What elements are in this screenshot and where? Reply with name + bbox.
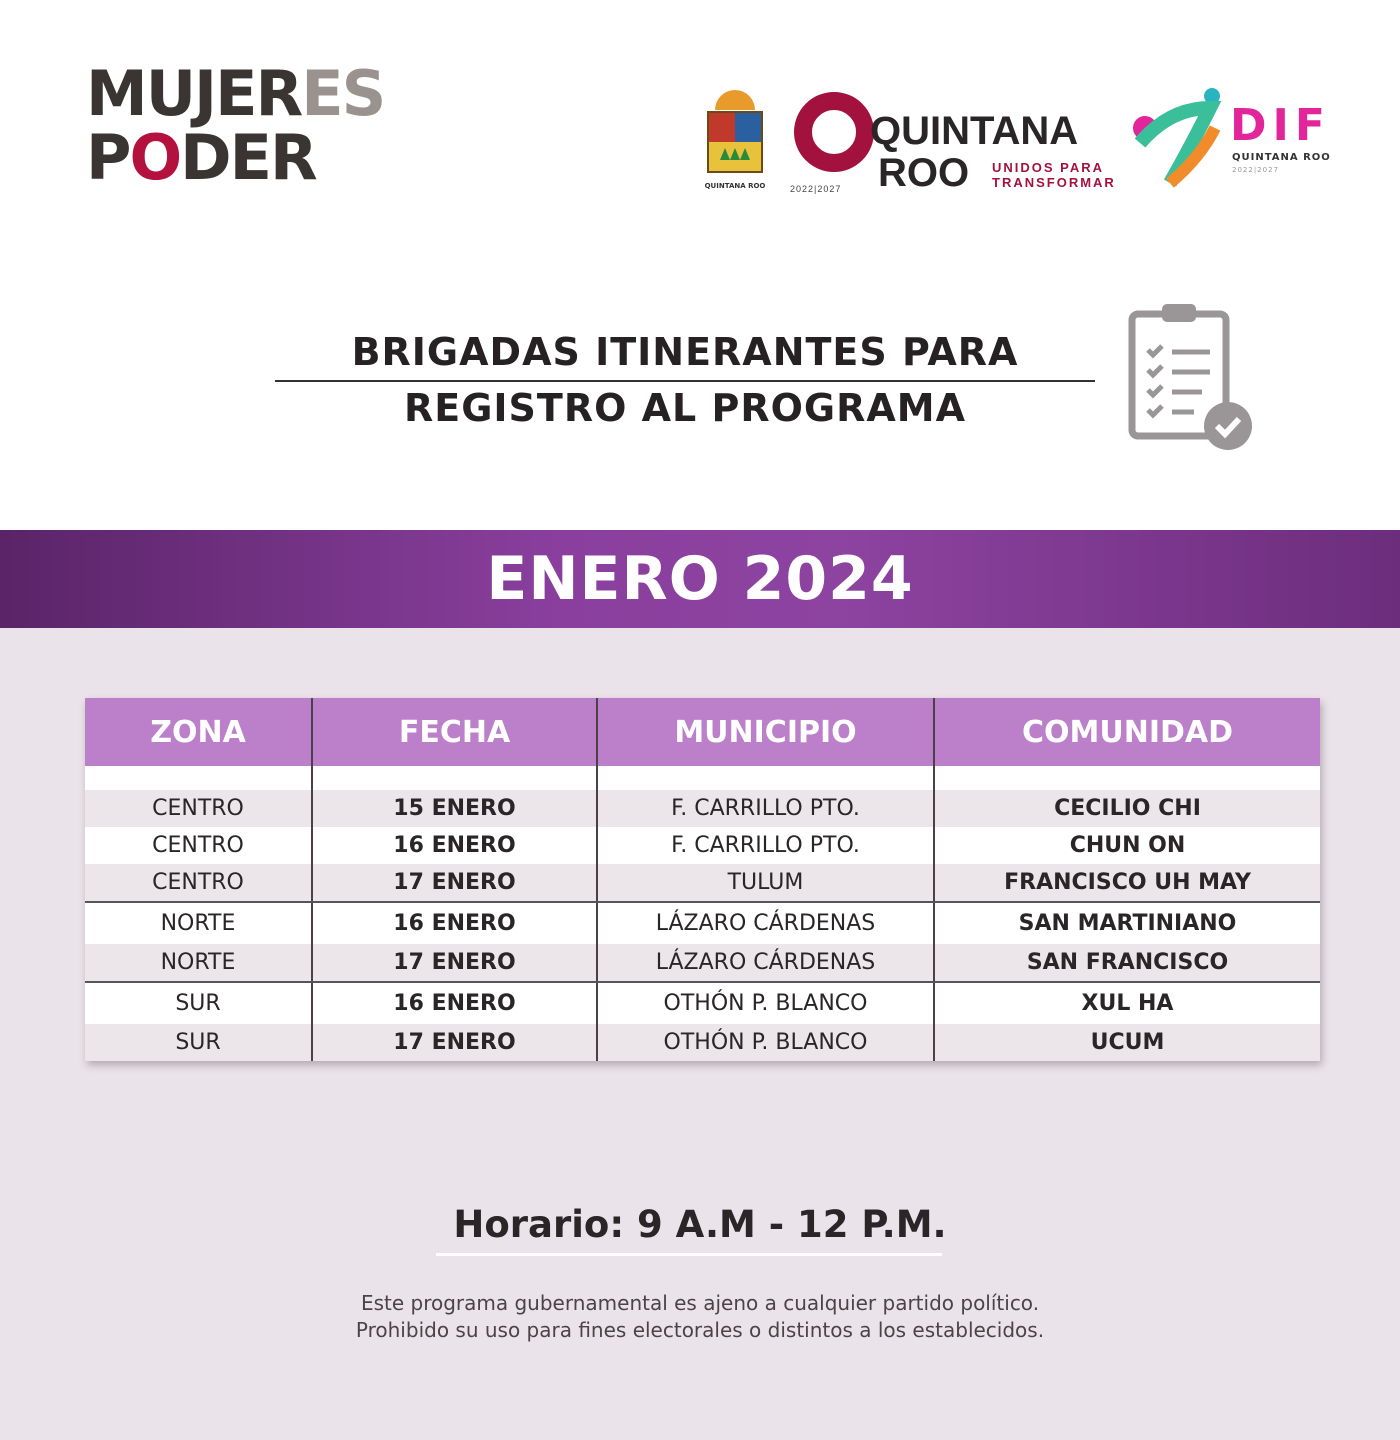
cell-comunidad: XUL HA — [1081, 991, 1174, 1016]
table-header: ZONA FECHA MUNICIPIO COMUNIDAD — [85, 698, 1320, 766]
cell-municipio: TULUM — [598, 864, 935, 901]
table-row: SUR 16 ENERO OTHÓN P. BLANCO XUL HA — [85, 981, 1320, 1024]
title-divider — [275, 380, 1095, 382]
mujeres-es-poder-logo: MUJERES PODER — [86, 57, 386, 194]
cell-comunidad: SAN FRANCISCO — [1026, 950, 1229, 975]
disclaimer: Este programa gubernamental es ajeno a c… — [0, 1290, 1400, 1344]
cell-fecha: 16 ENERO — [313, 827, 598, 864]
clipboard-check-icon — [1128, 298, 1258, 462]
table-row: CENTRO 17 ENERO TULUM FRANCISCO UH MAY — [85, 864, 1320, 901]
header-zona: ZONA — [85, 698, 313, 766]
quintana-roo-government-logo: QUINTANA ROO UNIDOS PARA TRANSFORMAR 2022… — [790, 88, 1114, 198]
cell-municipio: OTHÓN P. BLANCO — [598, 983, 935, 1024]
cell-fecha: 17 ENERO — [313, 1024, 598, 1061]
table-row: CENTRO 15 ENERO F. CARRILLO PTO. CECILIO CH… — [85, 790, 1320, 827]
cell-zona: CENTRO — [85, 790, 313, 827]
cell-municipio: LÁZARO CÁRDENAS — [598, 903, 935, 944]
header-comunidad: COMUNIDAD — [1021, 714, 1234, 750]
cell-fecha: 15 ENERO — [313, 790, 598, 827]
table-row: NORTE 17 ENERO LÁZARO CÁRDENAS SAN FRANCISC… — [85, 944, 1320, 981]
cell-fecha: 16 ENERO — [313, 983, 598, 1024]
month-banner: ENERO 2024 — [0, 530, 1400, 628]
cell-comunidad: SAN MARTINIANO — [1018, 911, 1237, 936]
cell-municipio: F. CARRILLO PTO. — [598, 827, 935, 864]
cell-zona: CENTRO — [85, 827, 313, 864]
cell-zona: NORTE — [85, 903, 313, 944]
hours-underline — [436, 1253, 942, 1256]
cell-zona: SUR — [85, 1024, 313, 1061]
schedule-table: ZONA FECHA MUNICIPIO COMUNIDAD CENTRO 15 … — [85, 698, 1320, 1061]
cell-fecha: 17 ENERO — [313, 864, 598, 901]
cell-zona: NORTE — [85, 944, 313, 981]
dif-quintana-roo-logo: DIF QUINTANA ROO 2022|2027 — [1130, 88, 1340, 198]
cell-municipio: OTHÓN P. BLANCO — [598, 1024, 935, 1061]
cell-comunidad: CECILIO CHI — [1054, 796, 1201, 821]
cell-municipio: F. CARRILLO PTO. — [598, 790, 935, 827]
title-line-1: BRIGADAS ITINERANTES PARA — [351, 330, 1019, 374]
quintana-roo-coat-of-arms: QUINTANA ROO — [700, 90, 770, 190]
schedule-hours: Horario: 9 A.M - 12 P.M. — [453, 1203, 947, 1246]
disclaimer-line-2: Prohibido su uso para fines electorales … — [355, 1318, 1045, 1342]
header-fecha: FECHA — [313, 698, 598, 766]
cell-comunidad: FRANCISCO UH MAY — [1004, 870, 1251, 895]
cell-zona: SUR — [85, 983, 313, 1024]
cell-zona: CENTRO — [85, 864, 313, 901]
cell-comunidad: UCUM — [1090, 1030, 1165, 1055]
table-row: SUR 17 ENERO OTHÓN P. BLANCO UCUM — [85, 1024, 1320, 1061]
cell-comunidad: CHUN ON — [1069, 833, 1186, 858]
table-row: CENTRO 16 ENERO F. CARRILLO PTO. CHUN ON — [85, 827, 1320, 864]
disclaimer-line-1: Este programa gubernamental es ajeno a c… — [360, 1291, 1040, 1315]
cell-municipio: LÁZARO CÁRDENAS — [598, 944, 935, 981]
table-spacer-row — [85, 766, 1320, 790]
title-line-2: REGISTRO AL PROGRAMA — [404, 386, 966, 430]
header-municipio: MUNICIPIO — [598, 698, 935, 766]
cell-fecha: 17 ENERO — [313, 944, 598, 981]
cell-fecha: 16 ENERO — [313, 903, 598, 944]
table-body: CENTRO 15 ENERO F. CARRILLO PTO. CECILIO CH… — [85, 790, 1320, 1061]
table-row: NORTE 16 ENERO LÁZARO CÁRDENAS SAN MARTINIA… — [85, 901, 1320, 944]
